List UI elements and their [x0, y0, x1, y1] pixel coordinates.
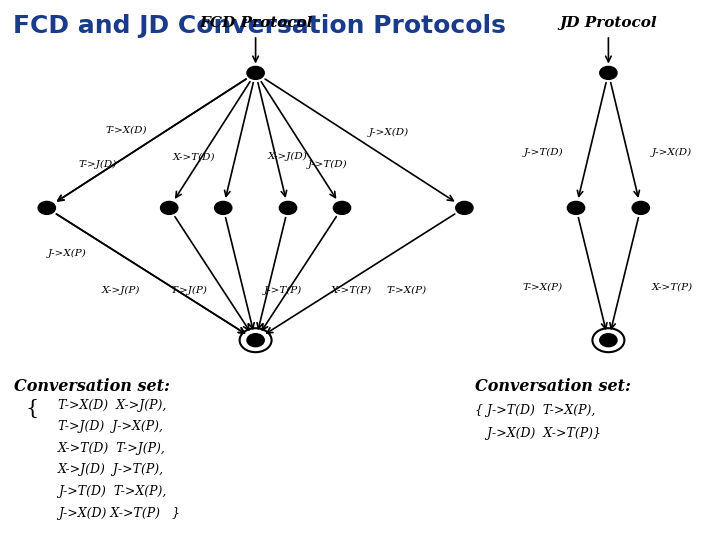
Text: J->T(P): J->T(P) — [264, 286, 302, 295]
Text: T->X(P): T->X(P) — [523, 283, 563, 292]
Text: T->X(D): T->X(D) — [105, 125, 147, 134]
Text: FCD and JD Conversation Protocols: FCD and JD Conversation Protocols — [13, 14, 506, 37]
Circle shape — [161, 201, 178, 214]
Circle shape — [247, 66, 264, 79]
Text: {: { — [25, 399, 38, 417]
Text: FCD Protocol: FCD Protocol — [199, 16, 312, 30]
Text: J->X(D): J->X(D) — [652, 148, 692, 157]
Text: X->J(D): X->J(D) — [268, 152, 308, 161]
Text: J->X(D)  X->T(P)}: J->X(D) X->T(P)} — [475, 427, 601, 440]
Circle shape — [247, 334, 264, 347]
Text: T->X(D)  X->J(P),: T->X(D) X->J(P), — [58, 399, 166, 411]
Circle shape — [333, 201, 351, 214]
Text: J->T(D): J->T(D) — [523, 148, 563, 157]
Text: X->T(P): X->T(P) — [330, 286, 372, 295]
Text: X->T(D)  T->J(P),: X->T(D) T->J(P), — [58, 442, 166, 455]
Circle shape — [456, 201, 473, 214]
Text: T->J(D): T->J(D) — [78, 160, 117, 169]
Circle shape — [567, 201, 585, 214]
Text: { J->T(D)  T->X(P),: { J->T(D) T->X(P), — [475, 404, 595, 417]
Text: Conversation set:: Conversation set: — [475, 378, 631, 395]
Text: Conversation set:: Conversation set: — [14, 378, 170, 395]
Text: T->X(P): T->X(P) — [387, 286, 427, 295]
Text: J->T(D)  T->X(P),: J->T(D) T->X(P), — [58, 485, 166, 498]
Circle shape — [38, 201, 55, 214]
Text: X->J(P): X->J(P) — [102, 286, 140, 295]
Text: J->X(P): J->X(P) — [48, 249, 86, 258]
Circle shape — [215, 201, 232, 214]
Circle shape — [600, 66, 617, 79]
Text: J->X(D) X->T(P)   }: J->X(D) X->T(P) } — [58, 507, 179, 519]
Text: X->J(D)  J->T(P),: X->J(D) J->T(P), — [58, 463, 163, 476]
Text: T->J(P): T->J(P) — [170, 286, 207, 295]
Text: X->T(D): X->T(D) — [173, 152, 216, 161]
Text: J->X(D): J->X(D) — [369, 128, 409, 137]
Text: X->T(P): X->T(P) — [652, 283, 693, 292]
Text: J->T(D): J->T(D) — [307, 160, 348, 169]
Text: T->J(D)  J->X(P),: T->J(D) J->X(P), — [58, 420, 163, 433]
Circle shape — [279, 201, 297, 214]
Circle shape — [600, 334, 617, 347]
Text: JD Protocol: JD Protocol — [559, 16, 657, 30]
Circle shape — [632, 201, 649, 214]
